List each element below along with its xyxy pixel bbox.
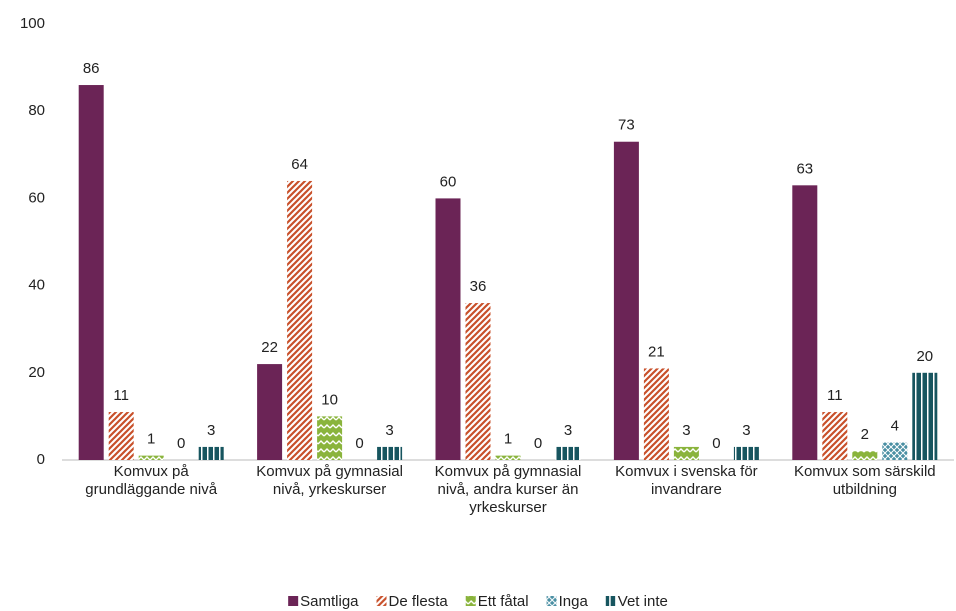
- legend-item: Ett fåtal: [465, 593, 529, 610]
- bar: [643, 368, 669, 460]
- legend-label: Samtliga: [300, 593, 359, 610]
- legend-swatch: [546, 596, 557, 606]
- data-label: 22: [261, 339, 278, 356]
- data-label: 0: [177, 435, 185, 452]
- bar: [495, 455, 521, 460]
- data-label: 63: [796, 160, 813, 177]
- bar: [673, 446, 699, 460]
- data-label: 86: [83, 60, 100, 77]
- data-label: 4: [891, 418, 899, 435]
- bar: [882, 442, 908, 460]
- data-label: 20: [916, 348, 933, 365]
- data-label: 21: [648, 343, 665, 360]
- bar: [912, 372, 938, 460]
- bar: [465, 303, 491, 460]
- legend-label: Ett fåtal: [478, 593, 529, 610]
- bar: [555, 446, 581, 460]
- data-label: 2: [861, 426, 869, 443]
- y-tick-label: 20: [28, 364, 45, 381]
- bar: [138, 455, 164, 460]
- bar: [198, 446, 224, 460]
- data-label: 1: [504, 431, 512, 448]
- y-tick-label: 100: [20, 15, 45, 32]
- data-label: 60: [440, 173, 457, 190]
- data-label: 3: [682, 422, 690, 439]
- bar: [822, 412, 848, 460]
- bar: [377, 446, 403, 460]
- legend-swatch: [605, 596, 616, 606]
- bar: [852, 451, 878, 460]
- legend-item: De flesta: [376, 593, 449, 610]
- bar: [287, 180, 313, 460]
- legend-item: Samtliga: [288, 593, 359, 610]
- data-label: 0: [712, 435, 720, 452]
- data-label: 1: [147, 431, 155, 448]
- x-tick-label: Komvux som särskild utbildning: [793, 463, 936, 498]
- legend-swatch: [465, 596, 476, 606]
- data-label: 73: [618, 117, 635, 134]
- data-label: 0: [534, 435, 542, 452]
- bar: [435, 198, 461, 460]
- bar: [78, 85, 104, 460]
- bar: [108, 412, 134, 460]
- x-tick-label: Komvux på gymnasial nivå, yrkeskurser: [256, 463, 403, 498]
- bar: [317, 416, 343, 460]
- y-tick-label: 80: [28, 102, 45, 119]
- data-label: 3: [385, 422, 393, 439]
- data-label: 3: [564, 422, 572, 439]
- y-tick-label: 40: [28, 277, 45, 294]
- legend-item: Inga: [546, 593, 589, 610]
- legend-item: Vet inte: [605, 593, 668, 610]
- y-tick-label: 60: [28, 189, 45, 206]
- x-tick-label: Komvux på gymnasial nivå, andra kurser ä…: [434, 463, 582, 516]
- legend: Samtliga De flesta Ett fåtal Inga Vet inte: [288, 593, 668, 610]
- legend-label: De flesta: [389, 593, 449, 610]
- legend-swatch: [376, 596, 387, 606]
- bar: [733, 446, 759, 460]
- legend-swatch: [288, 596, 299, 606]
- bar: [792, 185, 818, 460]
- bar: [613, 141, 639, 460]
- data-label: 3: [207, 422, 215, 439]
- legend-label: Vet inte: [618, 593, 668, 610]
- data-label: 10: [321, 391, 338, 408]
- bar: [257, 364, 283, 460]
- data-label: 0: [355, 435, 363, 452]
- legend-label: Inga: [559, 593, 589, 610]
- data-label: 11: [827, 387, 843, 404]
- x-tick-label: Komvux på grundläggande nivå: [85, 463, 218, 498]
- x-tick-label: Komvux i svenska för invandrare: [615, 463, 758, 498]
- data-label: 36: [470, 278, 487, 295]
- y-tick-label: 0: [37, 451, 45, 468]
- data-label: 3: [742, 422, 750, 439]
- data-label: 64: [291, 156, 308, 173]
- data-label: 11: [113, 387, 129, 404]
